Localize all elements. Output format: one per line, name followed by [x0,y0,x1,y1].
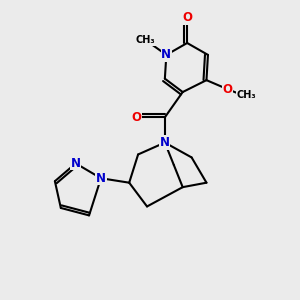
Text: N: N [71,157,81,170]
Text: CH₃: CH₃ [237,90,256,100]
Text: CH₃: CH₃ [136,35,155,45]
Text: O: O [222,82,232,96]
Text: O: O [132,111,142,124]
Text: N: N [161,48,171,62]
Text: N: N [96,172,106,185]
Text: O: O [182,11,192,24]
Text: N: N [160,136,170,149]
